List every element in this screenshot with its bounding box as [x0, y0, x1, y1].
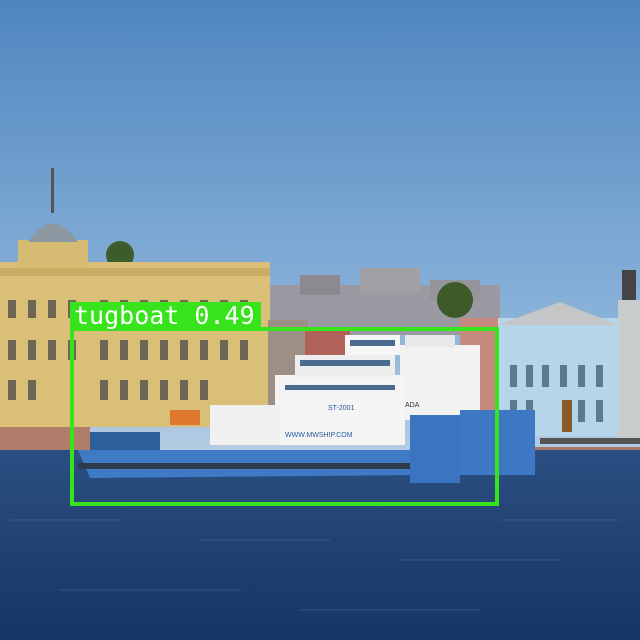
embankment-left [0, 427, 90, 451]
hull-text-1: ST-2001 [328, 405, 355, 412]
detection-label: tugboat 0.49 [70, 302, 261, 330]
hull-text-3: ADA [405, 402, 420, 409]
river-water [0, 450, 640, 640]
water-ripples [10, 519, 620, 611]
detection-box [70, 327, 499, 506]
yellow-palace [0, 168, 270, 427]
tugboat: ST-2001 WWW.MWSHIP.COM ADA [78, 335, 535, 483]
embankment-rail [540, 438, 640, 444]
distant-rooftops [106, 241, 500, 335]
hull-text-2: WWW.MWSHIP.COM [285, 432, 353, 439]
